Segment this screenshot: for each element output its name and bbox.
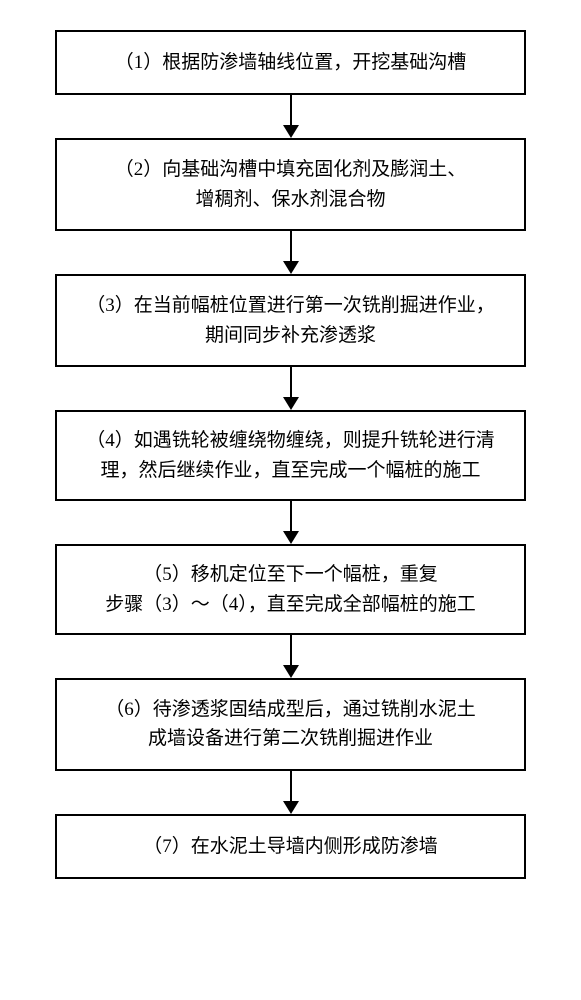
flow-step-1: （1）根据防渗墙轴线位置，开挖基础沟槽 [55, 30, 526, 95]
flow-step-3: （3）在当前幅桩位置进行第一次铣削掘进作业， 期间同步补充渗透浆 [55, 274, 526, 367]
flow-step-4: （4）如遇铣轮被缠绕物缠绕，则提升铣轮进行清 理，然后继续作业，直至完成一个幅桩… [55, 410, 526, 501]
flow-arrow [283, 367, 299, 410]
step-text: （1）根据防渗墙轴线位置，开挖基础沟槽 [115, 48, 467, 77]
arrow-head-icon [283, 125, 299, 138]
arrow-head-icon [283, 801, 299, 814]
step-text: （3）在当前幅桩位置进行第一次铣削掘进作业， [86, 291, 495, 320]
step-text: 理，然后继续作业，直至完成一个幅桩的施工 [100, 456, 480, 485]
arrow-shaft [290, 635, 292, 665]
step-text: 期间同步补充渗透浆 [205, 321, 376, 350]
flow-step-6: （6）待渗透浆固结成型后，通过铣削水泥土 成墙设备进行第二次铣削掘进作业 [55, 678, 526, 771]
arrow-head-icon [283, 397, 299, 410]
flow-arrow [283, 231, 299, 274]
flow-arrow [283, 95, 299, 138]
arrow-shaft [290, 95, 292, 125]
flow-arrow [283, 635, 299, 678]
step-text: （4）如遇铣轮被缠绕物缠绕，则提升铣轮进行清 [86, 426, 495, 455]
flow-step-2: （2）向基础沟槽中填充固化剂及膨润土、 增稠剂、保水剂混合物 [55, 138, 526, 231]
step-text: 步骤（3）～（4），直至完成全部幅桩的施工 [105, 590, 476, 619]
step-text: （5）移机定位至下一个幅桩，重复 [143, 560, 438, 589]
flow-step-7: （7）在水泥土导墙内侧形成防渗墙 [55, 814, 526, 879]
flow-arrow [283, 501, 299, 544]
step-text: 成墙设备进行第二次铣削掘进作业 [148, 724, 433, 753]
step-text: 增稠剂、保水剂混合物 [195, 185, 385, 214]
arrow-shaft [290, 231, 292, 261]
flow-step-5: （5）移机定位至下一个幅桩，重复 步骤（3）～（4），直至完成全部幅桩的施工 [55, 544, 526, 635]
step-text: （2）向基础沟槽中填充固化剂及膨润土、 [115, 155, 467, 184]
arrow-head-icon [283, 665, 299, 678]
step-text: （7）在水泥土导墙内侧形成防渗墙 [143, 832, 438, 861]
arrow-head-icon [283, 531, 299, 544]
arrow-head-icon [283, 261, 299, 274]
arrow-shaft [290, 771, 292, 801]
arrow-shaft [290, 367, 292, 397]
flowchart-container: （1）根据防渗墙轴线位置，开挖基础沟槽 （2）向基础沟槽中填充固化剂及膨润土、 … [55, 30, 526, 879]
arrow-shaft [290, 501, 292, 531]
flow-arrow [283, 771, 299, 814]
step-text: （6）待渗透浆固结成型后，通过铣削水泥土 [105, 695, 476, 724]
